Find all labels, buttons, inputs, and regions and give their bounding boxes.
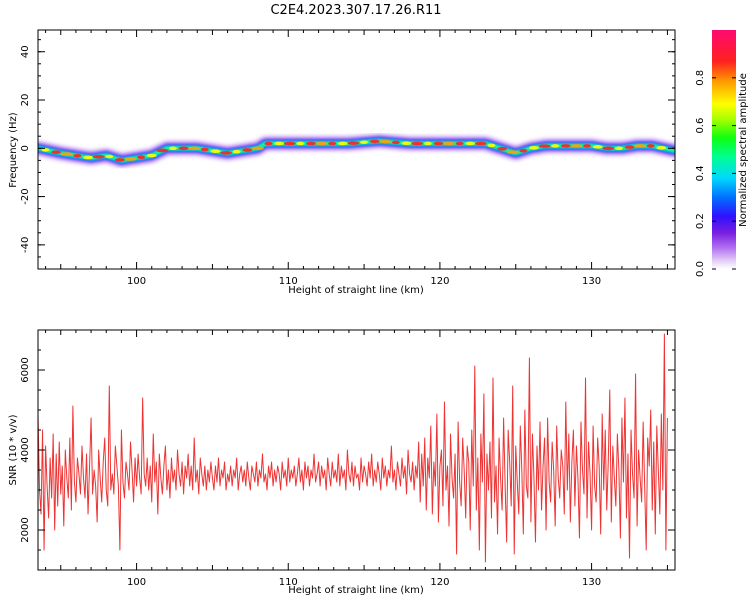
snr-x-tick-label: 130 — [582, 577, 601, 588]
snr-y-label: SNR (10 * v/v) — [8, 414, 19, 485]
spectrogram-peak-cell — [506, 150, 519, 154]
spectrogram-peak-cell — [51, 150, 62, 154]
spectrogram-peak-cell — [232, 149, 241, 154]
spectrogram-peak-cell — [337, 141, 348, 146]
spectrogram-peak-cell — [92, 154, 105, 159]
colorbar-tick-label: 0.8 — [695, 70, 706, 86]
spectrogram-peak-cell — [73, 153, 82, 158]
spectrogram-peak-cell — [306, 141, 316, 146]
spectrogram-y-tick-label: -40 — [20, 237, 31, 253]
spectrogram-peak-cell — [656, 146, 667, 150]
spectrogram-peak-cell — [379, 139, 392, 144]
colorbar-gradient — [712, 30, 736, 269]
spectrogram-peak-cell — [264, 141, 273, 146]
spectrogram-panel: 100 110 120 130 40 20 0 -20 -40 Height of straig… — [8, 29, 676, 296]
spectrogram-peak-cell — [634, 144, 647, 148]
spectrogram-x-tick-label: 110 — [279, 276, 298, 287]
snr-x-tick-label: 120 — [430, 577, 449, 588]
spectrogram-peak-cell — [168, 146, 177, 151]
spectrogram-x-tick-label: 130 — [582, 276, 601, 287]
spectrogram-peak-cell — [315, 141, 328, 146]
spectrogram-x-label: Height of straight line (km) — [288, 285, 424, 296]
spectrogram-y-tick-label: 40 — [20, 45, 31, 58]
spectrogram-peak-cell — [114, 158, 125, 162]
spectrogram-peak-cell — [433, 141, 444, 146]
spectrogram-peak-cell — [592, 145, 603, 149]
spectrogram-peak-cell — [124, 157, 137, 161]
spectrogram-peak-cell — [583, 144, 592, 148]
spectrogram-heatmap — [38, 134, 675, 168]
colorbar-tick-label: 0.2 — [695, 213, 706, 229]
spectrogram-peak-cell — [210, 149, 221, 153]
colorbar: 0.0 0.2 0.4 0.6 0.8 Normalized spectral ampl… — [695, 30, 749, 277]
colorbar-tick-label: 0.0 — [695, 261, 706, 277]
spectrogram-peak-cell — [570, 144, 583, 148]
spectrogram-peak-cell — [283, 141, 296, 146]
snr-panel: 100 110 120 130 6000 4000 2000 Height of strai… — [8, 329, 676, 596]
snr-axes: 100 110 120 130 6000 4000 2000 — [20, 329, 675, 588]
snr-y-tick-label: 2000 — [20, 517, 31, 542]
spectrogram-peak-cell — [614, 146, 623, 151]
spectrogram-peak-cell — [188, 146, 201, 151]
spectrogram-peak-cell — [360, 140, 369, 145]
spectrogram-peak-cell — [391, 140, 400, 145]
spectrogram-peak-cell — [156, 148, 169, 153]
spectrogram-y-tick-label: -20 — [20, 188, 31, 204]
spectrogram-peak-cell — [560, 144, 571, 148]
spectrogram-peak-cell — [41, 148, 50, 152]
spectrogram-peak-cell — [242, 148, 253, 152]
spectrogram-peak-cell — [220, 151, 233, 155]
snr-y-tick-label: 6000 — [20, 357, 31, 382]
spectrogram-peak-cell — [146, 153, 157, 158]
spectrogram-peak-cell — [465, 141, 476, 146]
snr-x-label: Height of straight line (km) — [288, 585, 424, 596]
spectrogram-peak-cell — [474, 141, 487, 146]
spectrogram-y-tick-label: 20 — [20, 94, 31, 107]
spectrogram-peak-cell — [528, 146, 539, 150]
spectrogram-peak-cell — [401, 141, 412, 146]
spectrogram-peak-cell — [455, 141, 464, 146]
spectrogram-frame — [37, 29, 676, 270]
colorbar-label: Normalized spectral amplitude — [738, 73, 749, 227]
spectrogram-peak-cell — [369, 139, 380, 144]
spectrogram-x-tick-label: 120 — [430, 276, 449, 287]
snr-series-line — [38, 333, 668, 563]
spectrogram-axes: 100 110 120 130 40 20 0 -20 -40 — [20, 30, 675, 287]
snr-x-tick-label: 100 — [127, 577, 146, 588]
spectrogram-peak-cell — [83, 155, 94, 160]
spectrogram-y-tick-label: 0 — [20, 145, 31, 151]
spectrogram-peak-cell — [296, 141, 305, 146]
spectrogram-x-tick-label: 100 — [127, 276, 146, 287]
spectrogram-peak-cell — [60, 152, 73, 156]
spectrogram-peak-cell — [347, 141, 360, 145]
spectrogram-peak-cell — [497, 146, 508, 151]
spectrogram-peak-cell — [200, 147, 209, 152]
spectrogram-peak-cell — [538, 144, 551, 148]
snr-y-tick-label: 4000 — [20, 437, 31, 462]
spectrogram-peak-cell — [519, 148, 528, 153]
spectrogram-peak-cell — [602, 146, 615, 151]
spectrogram-peak-cell — [328, 141, 337, 146]
colorbar-ticks: 0.0 0.2 0.4 0.6 0.8 — [695, 70, 736, 277]
spectrogram-peak-cell — [411, 141, 424, 146]
spectrogram-peak-cell — [423, 141, 432, 146]
spectrogram-peak-cell — [624, 145, 635, 149]
spectrogram-peak-cell — [274, 141, 285, 146]
snr-x-tick-label: 110 — [279, 577, 298, 588]
spectrogram-peak-cell — [251, 146, 264, 151]
spectrogram-peak-cell — [487, 143, 496, 148]
spectrogram-peak-cell — [178, 146, 189, 151]
spectrogram-peak-cell — [137, 155, 146, 160]
spectrogram-peak-cell — [105, 154, 114, 159]
spectrogram-peak-cell — [646, 144, 655, 148]
colorbar-tick-label: 0.4 — [695, 165, 706, 181]
spectrogram-peak-cell — [551, 144, 560, 148]
spectrogram-y-label: Frequency (Hz) — [8, 112, 19, 188]
spectrogram-peak-cell — [443, 141, 456, 146]
colorbar-tick-label: 0.6 — [695, 118, 706, 134]
figure-title: C2E4.2023.307.17.26.R11 — [270, 3, 441, 18]
